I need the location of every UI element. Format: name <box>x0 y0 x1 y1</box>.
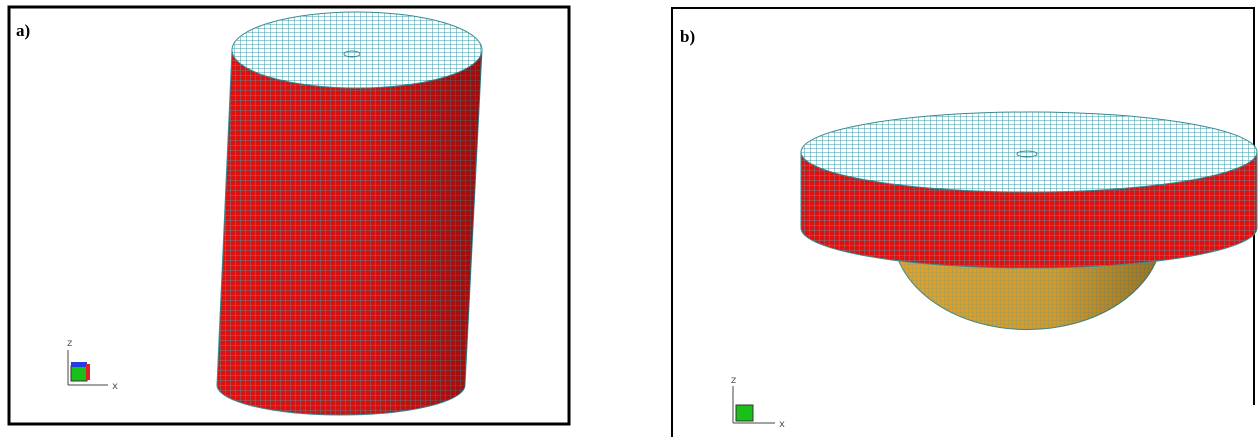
disk <box>801 112 1257 268</box>
axis-triad: z x <box>67 338 118 392</box>
panel-label: a) <box>16 21 30 40</box>
axis-label: x <box>112 381 118 392</box>
axis-triad: z x <box>731 375 785 430</box>
axis-label: z <box>67 338 72 349</box>
axis-label: z <box>731 375 736 386</box>
figure: a) z x b) z x <box>0 0 1258 437</box>
panel-label: b) <box>680 27 695 46</box>
cylinder <box>217 12 482 415</box>
axis-label: x <box>779 419 785 430</box>
